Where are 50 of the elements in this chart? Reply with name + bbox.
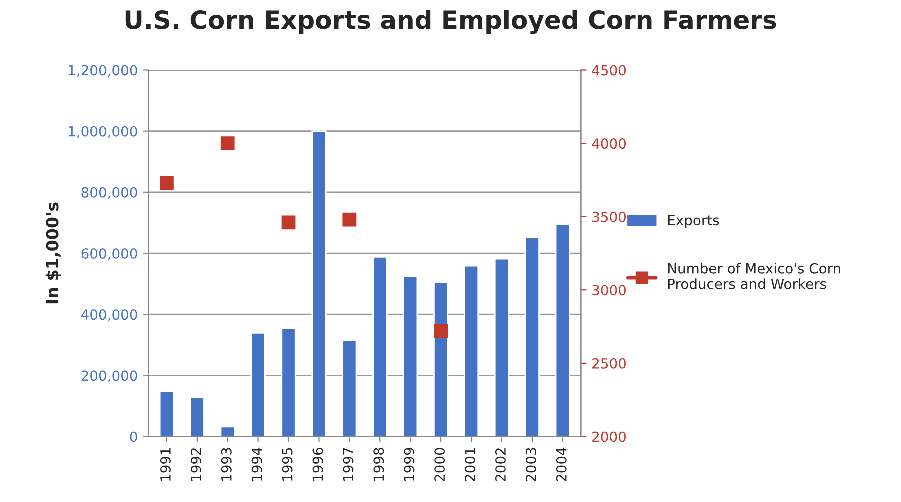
x-tick-label: 1994 bbox=[252, 448, 262, 481]
x-tick-label: 2002 bbox=[495, 448, 506, 482]
point bbox=[282, 216, 296, 230]
y2-tick-label: 2000 bbox=[592, 432, 626, 442]
y-tick-label: 1,000,000 bbox=[69, 126, 138, 138]
point bbox=[342, 212, 357, 227]
y2-tick-label: 4000 bbox=[592, 138, 626, 150]
bar bbox=[524, 236, 540, 437]
bar bbox=[159, 391, 174, 437]
x-tick-label: 1996 bbox=[312, 448, 324, 481]
bar bbox=[372, 256, 388, 437]
y-tick-label: 1,200,000 bbox=[69, 65, 138, 78]
x-tick-label: 2000 bbox=[434, 448, 446, 482]
legend-label: Exports bbox=[668, 215, 720, 228]
bar bbox=[494, 258, 510, 437]
bar bbox=[312, 130, 327, 437]
bar bbox=[403, 276, 418, 437]
y2-tick-label: 3000 bbox=[592, 285, 626, 296]
x-tick-label: 2003 bbox=[526, 448, 536, 482]
x-tick-label: 1995 bbox=[282, 448, 293, 481]
point bbox=[160, 176, 174, 190]
x-tick-label: 1998 bbox=[374, 448, 384, 481]
y2-tick-label: 2500 bbox=[592, 358, 626, 369]
x-tick-label: 1997 bbox=[343, 448, 354, 481]
point bbox=[434, 324, 448, 338]
chart-title: U.S. Corn Exports and Employed Corn Farmers bbox=[126, 10, 776, 34]
x-tick-label: 1999 bbox=[404, 448, 415, 481]
point bbox=[220, 136, 235, 151]
x-tick-label: 2004 bbox=[556, 448, 567, 482]
bar bbox=[190, 396, 205, 437]
y2-tick-label: 4500 bbox=[592, 65, 626, 76]
x-tick-label: 2001 bbox=[465, 448, 476, 482]
y-tick-label: 200,000 bbox=[82, 370, 138, 383]
bar bbox=[250, 332, 266, 437]
y2-tick-label: 3500 bbox=[592, 212, 626, 222]
legend-label: Number of Mexico's Corn Producers and Workers bbox=[668, 263, 840, 290]
y-tick-label: 600,000 bbox=[82, 248, 138, 260]
bar bbox=[342, 340, 358, 437]
bar bbox=[281, 328, 296, 437]
bar bbox=[555, 224, 570, 437]
y-tick-label: 0 bbox=[130, 432, 138, 442]
bar bbox=[434, 282, 449, 437]
x-tick-label: 1992 bbox=[190, 448, 202, 481]
x-tick-label: 1991 bbox=[160, 448, 171, 481]
bar bbox=[464, 265, 480, 437]
x-tick-label: 1993 bbox=[221, 448, 232, 481]
y-axis-title: In $1,000's bbox=[46, 202, 61, 304]
y-tick-label: 400,000 bbox=[81, 310, 138, 322]
y-tick-label: 800,000 bbox=[82, 187, 138, 200]
bar bbox=[220, 426, 236, 437]
